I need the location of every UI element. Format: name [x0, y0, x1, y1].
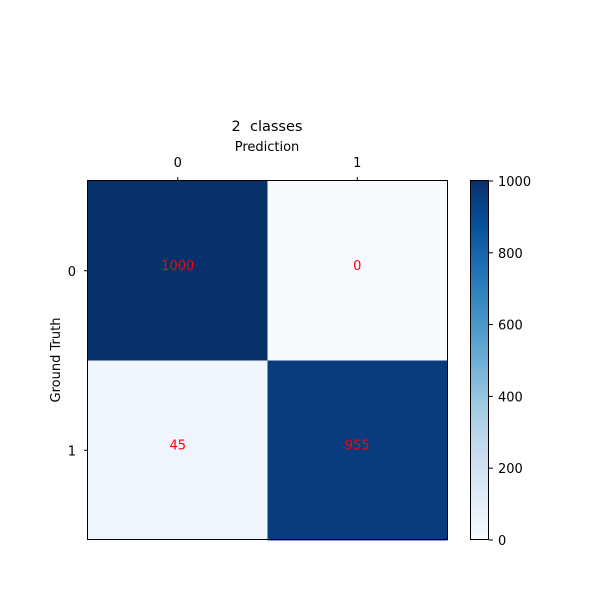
- heatmap-cell: [267, 181, 448, 361]
- colorbar-tick-label: 0: [498, 534, 506, 549]
- x-axis-label: Prediction: [235, 140, 300, 155]
- colorbar-tick-label: 200: [498, 462, 523, 477]
- heatmap-cell: [88, 181, 268, 361]
- colorbar-tick-label: 600: [498, 319, 523, 334]
- colorbar-tick-label: 400: [498, 390, 523, 405]
- cell-value-label: 955: [345, 438, 370, 453]
- chart-title: 2 classes: [232, 119, 303, 135]
- y-axis-label: Ground Truth: [49, 318, 64, 403]
- colorbar-ticks: 0 200 400 600 800 1000: [489, 175, 531, 549]
- plot-frame: [87, 180, 448, 540]
- cell-value-label: 0: [353, 259, 361, 274]
- colorbar: [470, 180, 489, 540]
- heatmap-cells: [88, 181, 448, 541]
- cell-value-label: 1000: [161, 259, 194, 274]
- cell-value-labels: 1000 0 45 955: [161, 259, 369, 454]
- y-ticks: 01: [68, 265, 88, 459]
- heatmap-cell: [267, 360, 448, 541]
- heatmap-cell: [88, 360, 268, 541]
- cell-value-label: 45: [169, 438, 186, 453]
- y-tick-label: 1: [68, 444, 76, 459]
- colorbar-tick-label: 1000: [498, 175, 531, 190]
- x-tick-label: 0: [174, 156, 182, 171]
- colorbar-tick-label: 800: [498, 247, 523, 262]
- x-tick-label: 1: [353, 156, 361, 171]
- y-tick-label: 0: [68, 265, 76, 280]
